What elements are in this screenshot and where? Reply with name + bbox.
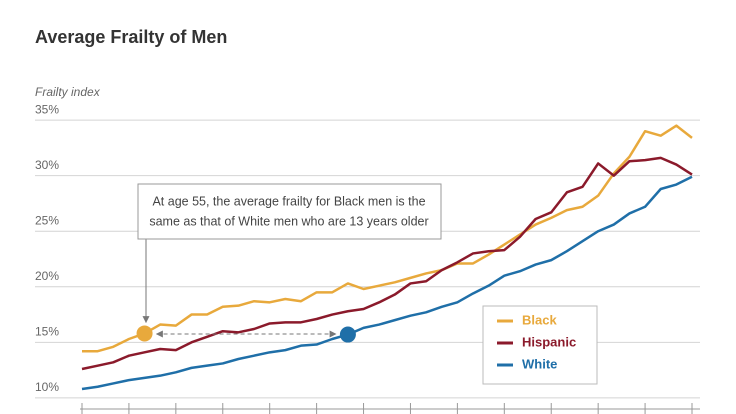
legend-label: Black [522, 312, 557, 327]
y-tick-label: 15% [35, 325, 59, 339]
highlight-point [339, 326, 356, 343]
legend-box [482, 305, 598, 385]
annotation-box [137, 183, 442, 240]
highlight-point [136, 325, 153, 342]
line-series [82, 124, 693, 353]
annotation-text: same as that of White men who are 13 yea… [149, 214, 428, 228]
chart-title: Average Frailty of Men [35, 27, 227, 47]
y-axis-label: Frailty index [35, 85, 101, 99]
y-tick-label: 25% [35, 213, 59, 227]
legend-label: White [522, 356, 557, 371]
line-series [81, 156, 693, 371]
annotation-text: At age 55, the average frailty for Black… [152, 194, 425, 208]
y-tick-label: 20% [35, 269, 59, 283]
y-tick-label: 10% [35, 380, 59, 394]
legend-label: Hispanic [522, 334, 576, 349]
y-tick-label: 35% [35, 102, 59, 116]
line-series [81, 175, 693, 391]
y-tick-label: 30% [35, 158, 59, 172]
